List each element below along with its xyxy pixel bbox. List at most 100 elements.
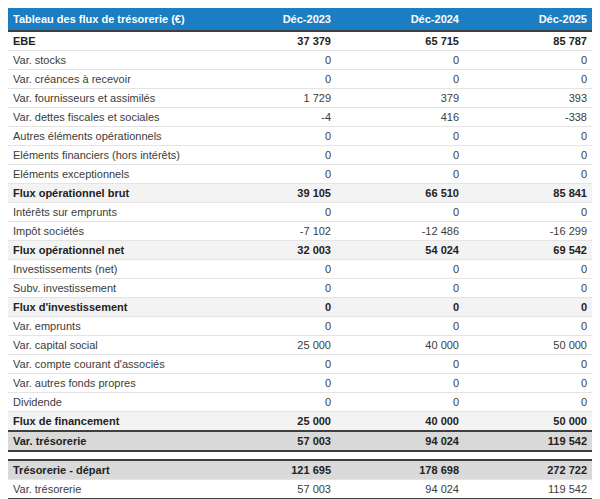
cell-value: 0 [208, 127, 336, 146]
row-label: Var. emprunts [8, 317, 208, 336]
row-label: Var. dettes fiscales et sociales [8, 108, 208, 127]
cell-value: 416 [336, 108, 464, 127]
cash-flow-table: Tableau des flux de trésorerie (€) Déc-2… [8, 8, 592, 452]
cell-value: 0 [336, 393, 464, 412]
table-row: Var. emprunts000 [8, 317, 592, 336]
row-label: Trésorerie - départ [8, 460, 208, 480]
table-row: Flux d'investissement000 [8, 298, 592, 317]
cell-value: 50 000 [464, 336, 592, 355]
cell-value: 0 [208, 374, 336, 393]
cell-value: 85 787 [464, 31, 592, 51]
table-row: Eléments exceptionnels000 [8, 165, 592, 184]
cell-value: 393 [464, 89, 592, 108]
cell-value: 37 379 [208, 31, 336, 51]
row-label: Eléments exceptionnels [8, 165, 208, 184]
table-row: Dividende000 [8, 393, 592, 412]
cell-value: 69 542 [464, 241, 592, 260]
row-label: Subv. investissement [8, 279, 208, 298]
table-row: Var. compte courant d'associés000 [8, 355, 592, 374]
cell-value: 65 715 [336, 31, 464, 51]
table-row: Var. fournisseurs et assimilés1 72937939… [8, 89, 592, 108]
row-label: Var. compte courant d'associés [8, 355, 208, 374]
cell-value: 0 [464, 203, 592, 222]
cell-value: 0 [208, 298, 336, 317]
cell-value: 66 510 [336, 184, 464, 203]
table-row: Trésorerie - départ121 695178 698272 722 [8, 460, 592, 480]
cell-value: 0 [336, 70, 464, 89]
cell-value: 0 [336, 374, 464, 393]
row-label: Dividende [8, 393, 208, 412]
cell-value: 0 [336, 203, 464, 222]
cell-value: 0 [336, 260, 464, 279]
cell-value: 0 [208, 355, 336, 374]
cell-value: 0 [336, 355, 464, 374]
table-title: Tableau des flux de trésorerie (€) [8, 8, 208, 31]
cell-value: 0 [464, 393, 592, 412]
cell-value: 272 722 [464, 460, 592, 480]
cell-value: 0 [464, 146, 592, 165]
cell-value: 0 [208, 70, 336, 89]
row-label: Investissements (net) [8, 260, 208, 279]
cell-value: 0 [208, 203, 336, 222]
cell-value: 0 [464, 298, 592, 317]
row-label: Flux opérationnel net [8, 241, 208, 260]
treasury-summary-table: Trésorerie - départ121 695178 698272 722… [8, 459, 592, 499]
row-label: Var. autres fonds propres [8, 374, 208, 393]
row-label: Eléments financiers (hors intérêts) [8, 146, 208, 165]
cell-value: 0 [208, 260, 336, 279]
row-label: Flux de financement [8, 412, 208, 432]
table-row: Autres éléments opérationnels000 [8, 127, 592, 146]
cell-value: 40 000 [336, 412, 464, 432]
row-label: Var. trésorerie [8, 431, 208, 451]
row-label: Var. créances à recevoir [8, 70, 208, 89]
row-label: Impôt sociétés [8, 222, 208, 241]
cell-value: 94 024 [336, 480, 464, 499]
cell-value: 0 [208, 146, 336, 165]
column-header-dec-2025: Déc-2025 [464, 8, 592, 31]
table-row: Var. trésorerie57 00394 024119 542 [8, 431, 592, 451]
column-header-dec-2023: Déc-2023 [208, 8, 336, 31]
table-row: Impôt sociétés-7 102-12 486-16 299 [8, 222, 592, 241]
cell-value: 0 [208, 317, 336, 336]
table-row: Var. autres fonds propres000 [8, 374, 592, 393]
cell-value: 119 542 [464, 480, 592, 499]
cell-value: 379 [336, 89, 464, 108]
row-label: Flux opérationnel brut [8, 184, 208, 203]
cell-value: 50 000 [464, 412, 592, 432]
table-row: Var. dettes fiscales et sociales-4416-33… [8, 108, 592, 127]
cell-value: 0 [336, 146, 464, 165]
table-row: Var. créances à recevoir000 [8, 70, 592, 89]
cell-value: 0 [208, 393, 336, 412]
cell-value: 94 024 [336, 431, 464, 451]
cell-value: -338 [464, 108, 592, 127]
row-label: Var. capital social [8, 336, 208, 355]
table-row: Flux opérationnel net32 00354 02469 542 [8, 241, 592, 260]
table-header: Tableau des flux de trésorerie (€) Déc-2… [8, 8, 592, 31]
cell-value: 0 [464, 165, 592, 184]
cell-value: 1 729 [208, 89, 336, 108]
cell-value: -7 102 [208, 222, 336, 241]
row-label: Var. fournisseurs et assimilés [8, 89, 208, 108]
header-row: Tableau des flux de trésorerie (€) Déc-2… [8, 8, 592, 31]
cell-value: 0 [464, 51, 592, 70]
row-label: Var. stocks [8, 51, 208, 70]
cell-value: 0 [336, 127, 464, 146]
cell-value: 0 [336, 279, 464, 298]
column-header-dec-2024: Déc-2024 [336, 8, 464, 31]
cell-value: 0 [464, 374, 592, 393]
cell-value: 0 [464, 279, 592, 298]
row-label: Flux d'investissement [8, 298, 208, 317]
cell-value: 0 [336, 51, 464, 70]
table-row: Investissements (net)000 [8, 260, 592, 279]
cash-flow-report: Tableau des flux de trésorerie (€) Déc-2… [0, 0, 600, 499]
table-row: Eléments financiers (hors intérêts)000 [8, 146, 592, 165]
row-label: Intérêts sur emprunts [8, 203, 208, 222]
cell-value: 119 542 [464, 431, 592, 451]
cell-value: 85 841 [464, 184, 592, 203]
cell-value: 57 003 [208, 480, 336, 499]
cell-value: 0 [208, 165, 336, 184]
cell-value: 57 003 [208, 431, 336, 451]
cell-value: 0 [208, 279, 336, 298]
row-label: Autres éléments opérationnels [8, 127, 208, 146]
row-label: EBE [8, 31, 208, 51]
